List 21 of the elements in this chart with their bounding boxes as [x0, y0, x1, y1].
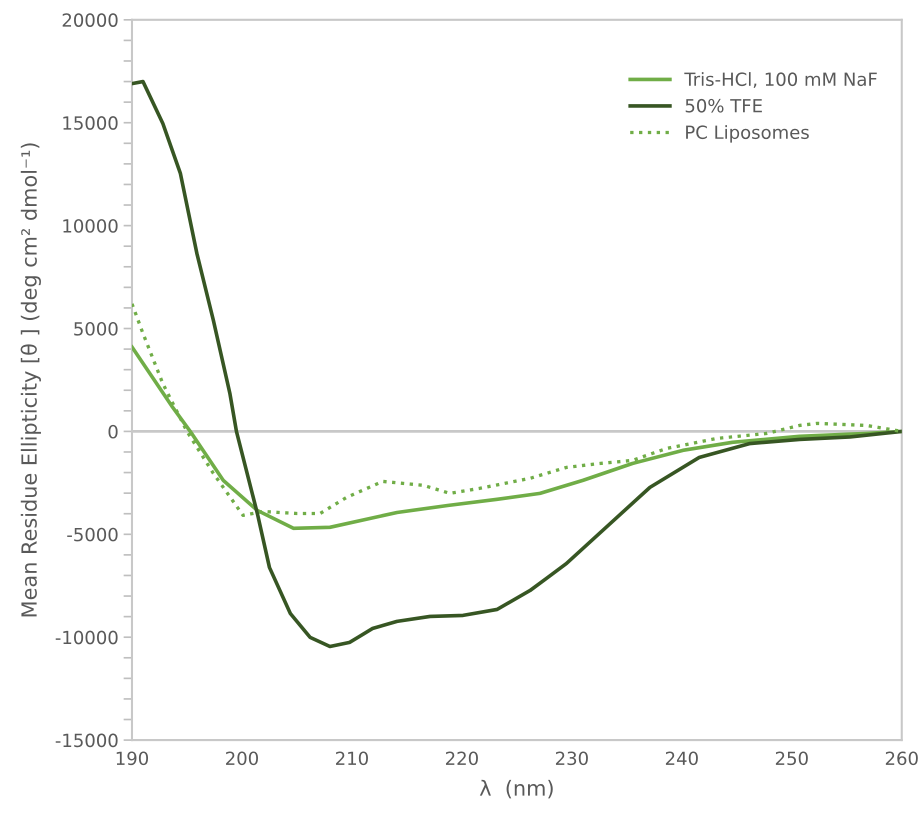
x-tick-label: 240 [666, 752, 698, 766]
y-tick-label: 15000 [63, 116, 118, 130]
y-tick-label: -10000 [56, 630, 118, 644]
y-axis-title: Mean Residue Ellipticity [θ ] (deg cm² dmol⁻¹) [20, 143, 41, 616]
y-tick-label: 20000 [62, 13, 118, 27]
legend-label: Tris-HCl, 100 mM NaF [684, 72, 877, 88]
y-tick-label: -15000 [56, 734, 118, 748]
y-tick-label: -5000 [67, 528, 118, 542]
x-tick-label: 250 [776, 752, 808, 766]
y-tick-label: 5000 [74, 322, 118, 336]
x-axis-title: λ (nm) [480, 780, 553, 798]
legend-label: 50% TFE [686, 98, 762, 113]
x-tick-label: 210 [336, 752, 368, 766]
x-tick-label: 200 [226, 752, 258, 766]
legend-label: PC Liposomes [686, 125, 809, 143]
x-tick-label: 220 [446, 752, 478, 766]
y-tick-label: 10000 [63, 219, 118, 233]
x-tick-label: 230 [556, 752, 588, 766]
y-tick-label: 0 [108, 424, 118, 439]
x-tick-label: 190 [116, 752, 148, 766]
x-tick-label: 260 [886, 752, 918, 766]
